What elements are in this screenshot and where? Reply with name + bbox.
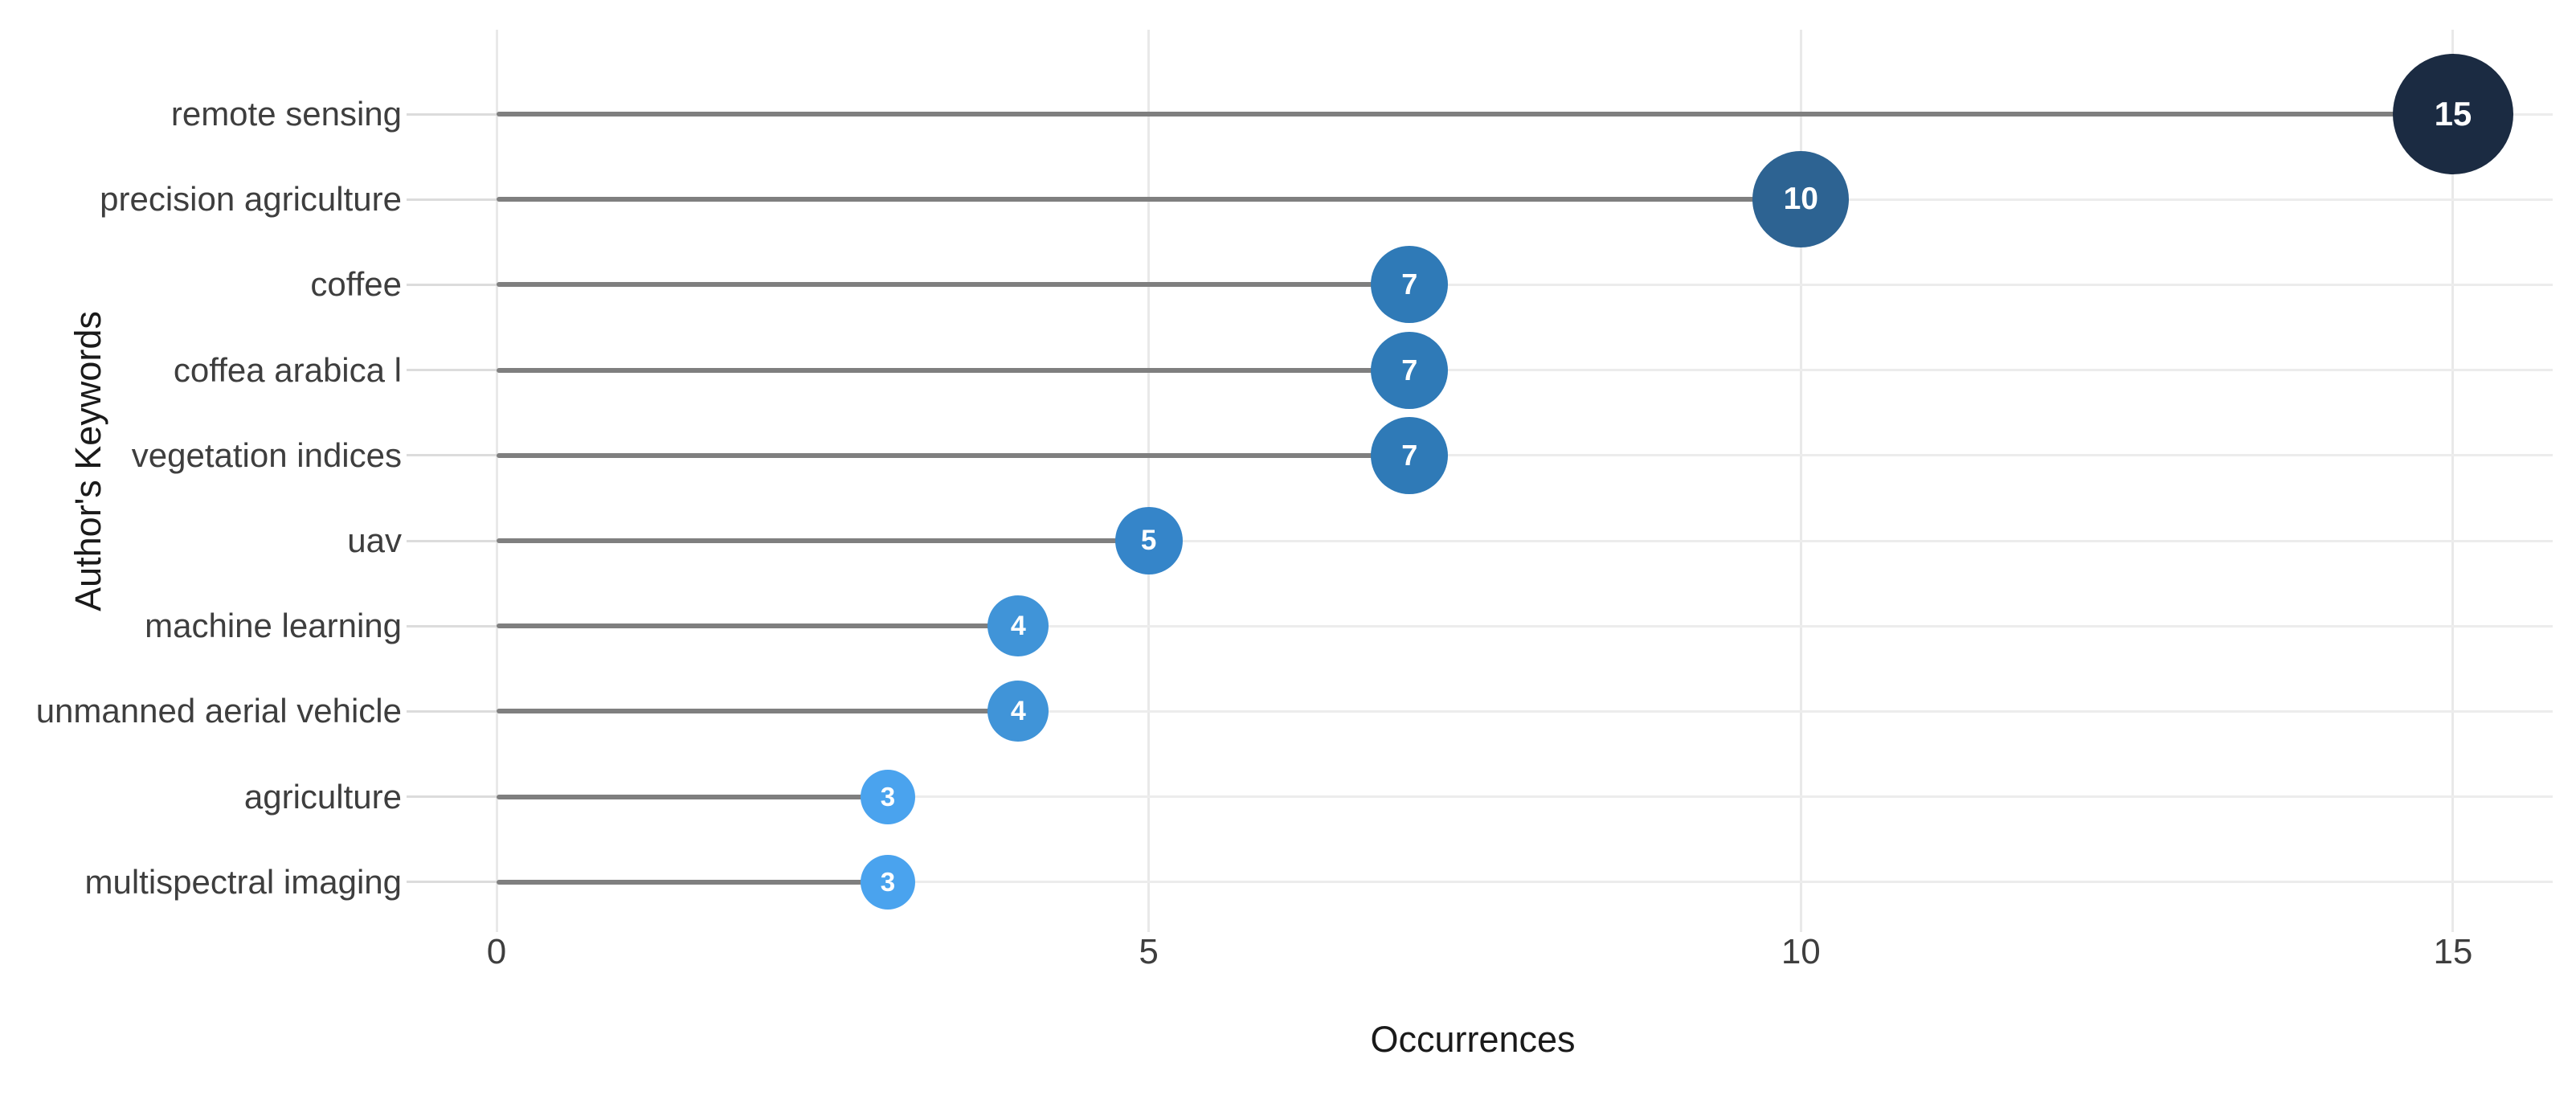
bubble-value-label: 3 [880, 781, 896, 812]
lollipop-stem [497, 452, 1410, 458]
row-gridline [497, 795, 2553, 799]
lollipop-stem [497, 282, 1410, 288]
y-tick-line [407, 198, 497, 201]
bubble-value-label: 7 [1401, 268, 1418, 301]
lollipop-stem [497, 538, 1149, 543]
y-tick-line [407, 624, 497, 628]
y-category-label: multispectral imaging [84, 862, 403, 901]
row-gridline [497, 539, 2553, 542]
bubble-marker[interactable]: 3 [860, 854, 915, 910]
lollipop-stem [497, 709, 1019, 714]
y-tick-line [407, 369, 497, 372]
lollipop-stem [497, 112, 2453, 117]
bubble-value-label: 10 [1783, 182, 1818, 217]
y-category-label: coffea arabica l [173, 350, 402, 389]
row-gridline [497, 881, 2553, 884]
bubble-marker[interactable]: 4 [987, 595, 1049, 657]
y-category-label: machine learning [145, 607, 402, 645]
row-gridline [497, 369, 2553, 372]
bubble-value-label: 7 [1401, 438, 1418, 472]
lollipop-stem [497, 794, 888, 799]
bubble-value-label: 4 [1010, 610, 1026, 641]
lollipop-stem [497, 367, 1410, 373]
y-tick-line [407, 454, 497, 457]
bubble-marker[interactable]: 15 [2392, 54, 2513, 174]
y-category-label: uav [347, 521, 402, 559]
y-axis-title: Author's Keywords [67, 311, 108, 611]
y-tick-line [407, 112, 497, 116]
bubble-value-label: 4 [1010, 695, 1026, 726]
x-gridline [495, 30, 498, 932]
lollipop-stem [497, 197, 1801, 202]
bubble-value-label: 3 [880, 866, 896, 897]
row-gridline [497, 283, 2553, 286]
bubble-marker[interactable]: 5 [1114, 507, 1183, 574]
y-tick-line [407, 709, 497, 713]
y-category-label: unmanned aerial vehicle [35, 692, 402, 730]
x-tick-label: 10 [1781, 932, 1821, 971]
lollipop-stem [497, 879, 888, 885]
x-axis-title: Occurrences [1370, 1019, 1576, 1060]
y-category-label: precision agriculture [100, 180, 402, 219]
bubble-marker[interactable]: 10 [1752, 151, 1850, 248]
x-tick-label: 15 [2433, 932, 2473, 971]
lollipop-stem [497, 623, 1019, 629]
y-category-label: remote sensing [170, 95, 402, 133]
bubble-value-label: 5 [1140, 525, 1157, 556]
x-tick-label: 5 [1139, 932, 1159, 971]
y-tick-line [407, 539, 497, 542]
row-gridline [497, 709, 2553, 713]
y-tick-line [407, 881, 497, 884]
bubble-marker[interactable]: 7 [1371, 331, 1449, 409]
x-gridline [1147, 30, 1151, 932]
row-gridline [497, 624, 2553, 628]
x-gridline [1799, 30, 1802, 932]
x-tick-label: 0 [486, 932, 507, 971]
y-category-label: agriculture [243, 777, 402, 816]
bubble-marker[interactable]: 4 [987, 681, 1049, 742]
bubble-marker[interactable]: 3 [860, 769, 915, 824]
y-tick-line [407, 283, 497, 286]
bubble-marker[interactable]: 7 [1371, 416, 1449, 494]
y-category-label: coffee [310, 265, 402, 304]
x-gridline [2451, 30, 2455, 932]
row-gridline [497, 454, 2553, 457]
bubble-value-label: 7 [1401, 353, 1418, 386]
bubble-marker[interactable]: 7 [1371, 246, 1449, 324]
y-category-label: vegetation indices [131, 435, 402, 474]
y-tick-line [407, 795, 497, 799]
bubble-value-label: 15 [2434, 95, 2472, 133]
